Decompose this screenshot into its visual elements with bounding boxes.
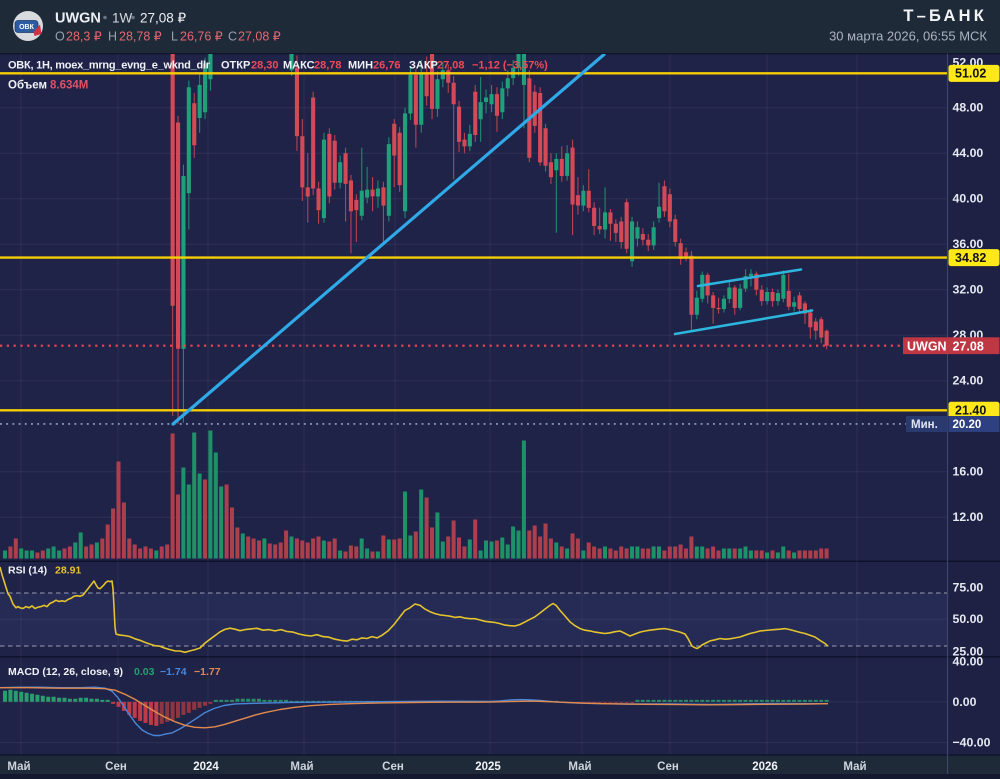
svg-text:−1.77: −1.77 — [194, 666, 221, 678]
svg-text:40.00: 40.00 — [953, 192, 984, 206]
svg-text:16.00: 16.00 — [953, 465, 984, 479]
svg-text:32.00: 32.00 — [953, 283, 984, 297]
svg-text:−40.00: −40.00 — [953, 736, 991, 750]
svg-text:28,30: 28,30 — [251, 60, 279, 72]
svg-text:50.00: 50.00 — [953, 612, 984, 626]
svg-text:Май: Май — [7, 761, 30, 773]
svg-text:Май: Май — [843, 761, 866, 773]
svg-text:28,78 ₽: 28,78 ₽ — [119, 30, 162, 44]
svg-text:48.00: 48.00 — [953, 101, 984, 115]
svg-text:27.08: 27.08 — [953, 340, 984, 354]
svg-text:51.02: 51.02 — [955, 67, 986, 81]
svg-text:Сен: Сен — [382, 761, 404, 773]
svg-text:2024: 2024 — [193, 761, 219, 773]
svg-text:27,08 ₽: 27,08 ₽ — [140, 11, 187, 26]
svg-text:36.00: 36.00 — [953, 237, 984, 251]
svg-text:Объем: Объем — [8, 80, 47, 92]
svg-text:20.20: 20.20 — [953, 419, 982, 431]
svg-text:Май: Май — [568, 761, 591, 773]
svg-text:27,08: 27,08 — [437, 60, 465, 72]
svg-text:МАКС: МАКС — [283, 60, 315, 72]
svg-text:Сен: Сен — [657, 761, 679, 773]
svg-text:26,76 ₽: 26,76 ₽ — [180, 30, 223, 44]
svg-text:С: С — [228, 30, 237, 44]
svg-text:ОВК: ОВК — [19, 24, 35, 31]
svg-text:25.00: 25.00 — [953, 644, 984, 658]
svg-text:Н: Н — [108, 30, 117, 44]
svg-text:8.634M: 8.634M — [50, 80, 88, 92]
svg-text:34.82: 34.82 — [955, 251, 986, 265]
svg-text:0.00: 0.00 — [953, 695, 977, 709]
svg-text:Мин.: Мин. — [911, 419, 938, 431]
svg-text:L: L — [171, 30, 178, 44]
svg-text:О: О — [55, 30, 65, 44]
svg-text:1W: 1W — [112, 11, 133, 26]
svg-text:RSI (14): RSI (14) — [8, 565, 47, 577]
svg-text:24.00: 24.00 — [953, 374, 984, 388]
svg-text:21.40: 21.40 — [955, 404, 986, 418]
svg-text:ОТКР: ОТКР — [221, 60, 250, 72]
svg-text:MACD (12, 26, close, 9): MACD (12, 26, close, 9) — [8, 666, 123, 678]
svg-text:27,08 ₽: 27,08 ₽ — [238, 30, 281, 44]
svg-text:75.00: 75.00 — [953, 580, 984, 594]
svg-text:Т–БАНК: Т–БАНК — [903, 7, 987, 25]
svg-text:28,3 ₽: 28,3 ₽ — [66, 30, 102, 44]
svg-text:0.03: 0.03 — [134, 666, 155, 678]
svg-text:2025: 2025 — [475, 761, 501, 773]
svg-text:Май: Май — [290, 761, 313, 773]
svg-text:Сен: Сен — [105, 761, 127, 773]
svg-text:26,76: 26,76 — [373, 60, 401, 72]
svg-text:UWGN: UWGN — [907, 340, 947, 354]
svg-text:МИН: МИН — [348, 60, 373, 72]
svg-text:40.00: 40.00 — [953, 655, 984, 669]
svg-text:30 марта 2026, 06:55 МСК: 30 марта 2026, 06:55 МСК — [829, 29, 987, 44]
svg-text:12.00: 12.00 — [953, 510, 984, 524]
svg-text:28,78: 28,78 — [314, 60, 342, 72]
svg-text:44.00: 44.00 — [953, 146, 984, 160]
svg-text:ЗАКР: ЗАКР — [409, 60, 438, 72]
svg-text:ОВК, 1Н, moex_mrng_evng_e_wknd: ОВК, 1Н, moex_mrng_evng_e_wknd_dlr — [8, 60, 211, 72]
svg-text:UWGN: UWGN — [55, 11, 101, 27]
svg-text:28.91: 28.91 — [55, 565, 81, 577]
svg-text:−1,12 (−3,57%): −1,12 (−3,57%) — [472, 60, 548, 72]
svg-text:2026: 2026 — [752, 761, 778, 773]
svg-text:−1.74: −1.74 — [160, 666, 187, 678]
